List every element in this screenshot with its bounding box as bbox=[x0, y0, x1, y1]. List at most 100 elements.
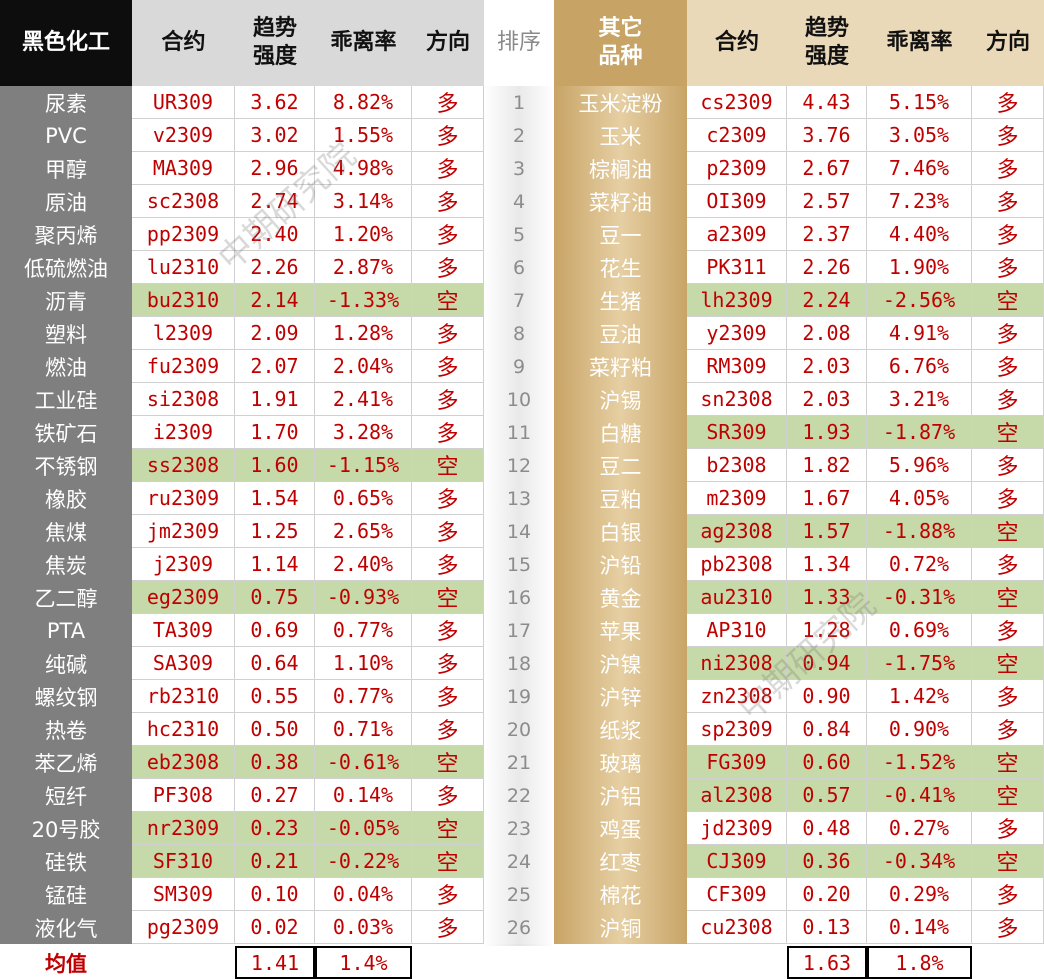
rank-number: 5 bbox=[484, 218, 554, 251]
right-contract-cell: p2309 bbox=[687, 152, 787, 185]
rank-number: 19 bbox=[484, 680, 554, 713]
table-row: 橡胶 ru2309 1.54 0.65% 多 13 豆粕 m2309 1.67 4.05% 多 bbox=[0, 482, 1044, 515]
left-trend-cell: 2.96 bbox=[235, 152, 315, 185]
left-category-name: 液化气 bbox=[0, 911, 132, 944]
left-contract-header: 合约 bbox=[132, 0, 235, 86]
left-direction-cell: 多 bbox=[412, 911, 484, 944]
right-contract-cell: CF309 bbox=[687, 878, 787, 911]
right-category-name: 菜籽粕 bbox=[554, 350, 687, 383]
left-deviation-cell: 2.65% bbox=[315, 515, 412, 548]
right-trend-cell: 2.03 bbox=[787, 350, 867, 383]
right-contract-cell: lh2309 bbox=[687, 284, 787, 317]
left-contract-cell: v2309 bbox=[132, 119, 235, 152]
rank-number: 12 bbox=[484, 449, 554, 482]
right-deviation-cell: 7.23% bbox=[867, 185, 972, 218]
table-row: PVC v2309 3.02 1.55% 多 2 玉米 c2309 3.76 3.05% 多 bbox=[0, 119, 1044, 152]
rank-number: 23 bbox=[484, 812, 554, 845]
left-contract-cell: fu2309 bbox=[132, 350, 235, 383]
right-trend-header: 趋势 强度 bbox=[787, 0, 867, 86]
right-direction-cell: 空 bbox=[972, 284, 1044, 317]
left-direction-cell: 空 bbox=[412, 746, 484, 779]
table-row: 低硫燃油 lu2310 2.26 2.87% 多 6 花生 PK311 2.26 1.90% 多 bbox=[0, 251, 1044, 284]
right-deviation-cell: 5.15% bbox=[867, 86, 972, 119]
right-category-name: 豆一 bbox=[554, 218, 687, 251]
rank-number: 8 bbox=[484, 317, 554, 350]
left-category-name: 沥青 bbox=[0, 284, 132, 317]
right-trend-cell: 0.90 bbox=[787, 680, 867, 713]
left-direction-cell: 多 bbox=[412, 251, 484, 284]
left-contract-cell: eb2308 bbox=[132, 746, 235, 779]
right-contract-cell: ag2308 bbox=[687, 515, 787, 548]
right-direction-cell: 多 bbox=[972, 251, 1044, 284]
right-trend-cell: 2.37 bbox=[787, 218, 867, 251]
left-direction-cell: 多 bbox=[412, 218, 484, 251]
right-contract-cell: pb2308 bbox=[687, 548, 787, 581]
right-deviation-cell: -1.88% bbox=[867, 515, 972, 548]
left-category-name: 低硫燃油 bbox=[0, 251, 132, 284]
right-trend-cell: 2.57 bbox=[787, 185, 867, 218]
right-category-name: 黄金 bbox=[554, 581, 687, 614]
right-trend-cell: 1.67 bbox=[787, 482, 867, 515]
right-category-name: 沪铜 bbox=[554, 911, 687, 944]
right-contract-cell: sp2309 bbox=[687, 713, 787, 746]
left-trend-cell: 0.38 bbox=[235, 746, 315, 779]
left-trend-cell: 0.21 bbox=[235, 845, 315, 878]
right-contract-cell: zn2308 bbox=[687, 680, 787, 713]
left-contract-cell: si2308 bbox=[132, 383, 235, 416]
left-deviation-cell: 0.77% bbox=[315, 614, 412, 647]
right-category-name: 沪铅 bbox=[554, 548, 687, 581]
left-deviation-cell: -1.33% bbox=[315, 284, 412, 317]
right-category-name: 沪镍 bbox=[554, 647, 687, 680]
right-contract-header: 合约 bbox=[687, 0, 787, 86]
right-trend-cell: 1.82 bbox=[787, 449, 867, 482]
right-trend-cell: 3.76 bbox=[787, 119, 867, 152]
rank-number: 25 bbox=[484, 878, 554, 911]
rank-number: 16 bbox=[484, 581, 554, 614]
left-trend-cell: 3.62 bbox=[235, 86, 315, 119]
left-contract-cell: eg2309 bbox=[132, 581, 235, 614]
right-deviation-cell: 6.76% bbox=[867, 350, 972, 383]
left-direction-cell: 多 bbox=[412, 680, 484, 713]
left-deviation-cell: 0.65% bbox=[315, 482, 412, 515]
right-contract-cell: m2309 bbox=[687, 482, 787, 515]
left-deviation-cell: 4.98% bbox=[315, 152, 412, 185]
right-contract-cell: c2309 bbox=[687, 119, 787, 152]
rank-number: 17 bbox=[484, 614, 554, 647]
right-deviation-cell: 0.90% bbox=[867, 713, 972, 746]
table-row: 原油 sc2308 2.74 3.14% 多 4 菜籽油 OI309 2.57 7.23% 多 bbox=[0, 185, 1044, 218]
table-row: 焦煤 jm2309 1.25 2.65% 多 14 白银 ag2308 1.57 -1.88% 空 bbox=[0, 515, 1044, 548]
left-deviation-cell: 0.77% bbox=[315, 680, 412, 713]
right-direction-header: 方向 bbox=[972, 0, 1044, 86]
left-deviation-cell: 0.14% bbox=[315, 779, 412, 812]
left-direction-cell: 多 bbox=[412, 416, 484, 449]
right-trend-cell: 0.36 bbox=[787, 845, 867, 878]
left-direction-cell: 多 bbox=[412, 548, 484, 581]
table-row: 纯碱 SA309 0.64 1.10% 多 18 沪镍 ni2308 0.94 -1.75% 空 bbox=[0, 647, 1044, 680]
left-direction-cell: 多 bbox=[412, 185, 484, 218]
table-row: 液化气 pg2309 0.02 0.03% 多 26 沪铜 cu2308 0.13 0.14% 多 bbox=[0, 911, 1044, 944]
right-direction-cell: 多 bbox=[972, 713, 1044, 746]
left-trend-cell: 2.14 bbox=[235, 284, 315, 317]
right-trend-cell: 1.34 bbox=[787, 548, 867, 581]
left-category-name: 聚丙烯 bbox=[0, 218, 132, 251]
left-deviation-cell: 2.41% bbox=[315, 383, 412, 416]
table-row: 工业硅 si2308 1.91 2.41% 多 10 沪锡 sn2308 2.03 3.21% 多 bbox=[0, 383, 1044, 416]
left-trend-header: 趋势 强度 bbox=[235, 0, 315, 86]
left-average-trend: 1.41 bbox=[235, 946, 315, 979]
right-direction-cell: 空 bbox=[972, 416, 1044, 449]
left-direction-cell: 多 bbox=[412, 779, 484, 812]
table-row: 铁矿石 i2309 1.70 3.28% 多 11 白糖 SR309 1.93 -1.87% 空 bbox=[0, 416, 1044, 449]
right-direction-cell: 多 bbox=[972, 119, 1044, 152]
rank-number: 2 bbox=[484, 119, 554, 152]
left-category-name: 热卷 bbox=[0, 713, 132, 746]
left-category-name: 尿素 bbox=[0, 86, 132, 119]
left-deviation-cell: 2.40% bbox=[315, 548, 412, 581]
rank-number: 14 bbox=[484, 515, 554, 548]
table-row: 尿素 UR309 3.62 8.82% 多 1 玉米淀粉 cs2309 4.43 5.15% 多 bbox=[0, 86, 1044, 119]
left-contract-cell: nr2309 bbox=[132, 812, 235, 845]
rank-number: 22 bbox=[484, 779, 554, 812]
right-contract-cell: OI309 bbox=[687, 185, 787, 218]
left-deviation-cell: 0.04% bbox=[315, 878, 412, 911]
left-contract-cell: i2309 bbox=[132, 416, 235, 449]
rank-number: 18 bbox=[484, 647, 554, 680]
